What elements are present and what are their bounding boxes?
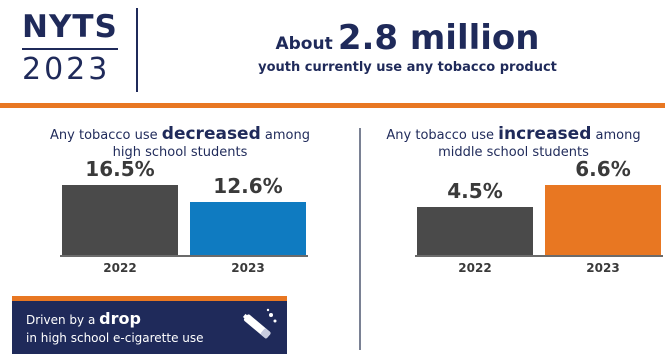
logo-title: NYTS [22,9,118,45]
left-title-line2: high school students [112,145,248,160]
logo-rule [22,48,118,50]
hs-category-label-2022: 2022 [103,261,137,275]
ms-value-label-2023: 6.6% [575,157,631,181]
callout-line2: in high school e-cigarette use [26,331,204,345]
center-divider [359,128,361,350]
orange-rule [0,103,665,108]
headline-prefix: About [275,34,333,54]
hs-bar-2023 [190,202,306,255]
right-title-line2: middle school students [438,145,589,160]
hs-baseline [60,255,308,257]
ms-bar-2023 [545,185,661,255]
header-divider [136,8,138,92]
right-title-emphasis: increased [498,124,592,144]
hs-bar-2022 [62,185,178,255]
ms-baseline [415,255,663,257]
e-cigarette-callout: Driven by a drop in high school e-cigare… [12,296,287,354]
hs-value-label-2022: 16.5% [85,157,155,181]
headline-emphasis: 2.8 million [337,18,540,58]
ms-bar-2022 [417,207,533,255]
hs-value-label-2023: 12.6% [213,174,283,198]
callout-pre: Driven by a [26,313,96,327]
logo-year: 2023 [22,52,111,87]
left-panel-title: Any tobacco use decreased among high sch… [0,126,360,161]
right-panel-title: Any tobacco use increased among middle s… [362,126,665,161]
headline-subtitle: youth currently use any tobacco product [258,60,557,75]
right-title-post: among [595,128,641,143]
ms-category-label-2023: 2023 [586,261,620,275]
hs-category-label-2023: 2023 [231,261,265,275]
headline: About 2.8 million [150,18,665,58]
e-cigarette-icon [242,308,277,339]
left-title-emphasis: decreased [161,124,261,144]
left-title-pre: Any tobacco use [50,128,158,143]
ms-value-label-2022: 4.5% [447,179,503,203]
right-title-pre: Any tobacco use [386,128,495,143]
left-title-post: among [264,128,310,143]
callout-emphasis: drop [99,309,141,328]
ms-category-label-2022: 2022 [458,261,492,275]
nyts-logo: NYTS 2023 [22,10,122,88]
callout-accent [12,296,287,301]
